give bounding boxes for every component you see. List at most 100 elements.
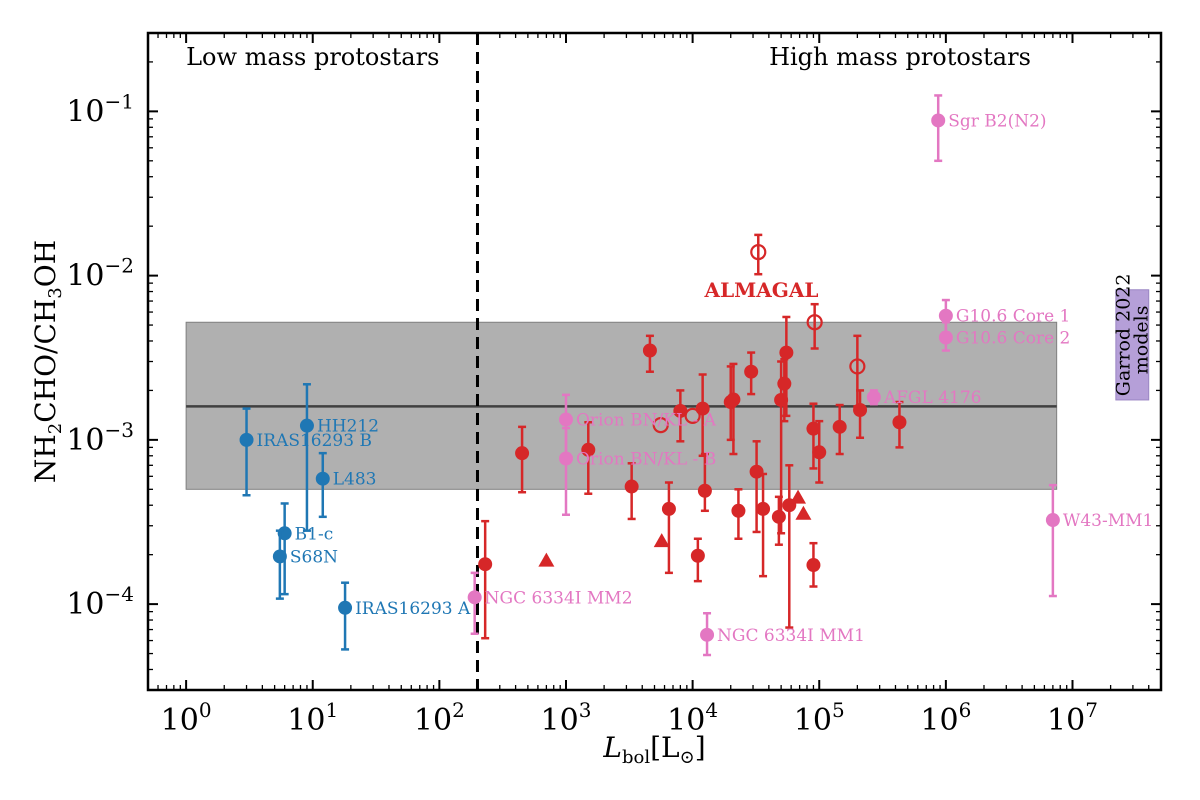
almagal-point xyxy=(726,392,741,407)
data-series xyxy=(239,94,1060,657)
x-tick-base: 10 xyxy=(1047,703,1085,738)
y-tick-base: 10 xyxy=(66,587,104,622)
band-layer xyxy=(185,321,1058,490)
s68n-label: S68N xyxy=(290,547,338,567)
x-tick-base: 10 xyxy=(414,703,452,738)
x-tick-label: 104 xyxy=(667,698,718,738)
almagal-point xyxy=(731,503,746,518)
ngc-6334i-mm2-point xyxy=(467,590,482,605)
y-tick-label: 10−1 xyxy=(66,89,134,129)
y-tick-label: 10−3 xyxy=(66,418,134,458)
ngc-6334i-mm2-label: NGC 6334I MM2 xyxy=(485,588,633,608)
y-tick-exponent: −2 xyxy=(105,254,134,278)
almagal-point xyxy=(673,403,688,418)
x-tick-base: 10 xyxy=(667,703,705,738)
almagal-point xyxy=(771,509,786,524)
x-tick-exponent: 3 xyxy=(579,698,592,722)
iras16293-b-label: IRAS16293 B xyxy=(257,431,372,451)
garrod-label-line2: models xyxy=(1130,306,1152,375)
ngc-6334i-mm1-label: NGC 6334I MM1 xyxy=(717,626,865,646)
almagal-point xyxy=(777,376,792,391)
y-tick-base: 10 xyxy=(66,94,104,129)
almagal-point xyxy=(832,419,847,434)
orion-bn-kl-b-point xyxy=(558,451,573,466)
almagal-point xyxy=(690,548,705,563)
almagal-open-point xyxy=(652,417,669,434)
w43-mm1-point xyxy=(1045,513,1060,528)
x-tick-base: 10 xyxy=(794,703,832,738)
x-tick-exponent: 4 xyxy=(705,698,718,722)
x-tick-exponent: 0 xyxy=(199,698,212,722)
g10-6-core-2-label: G10.6 Core 2 xyxy=(956,328,1070,348)
y-axis-label: NH2CHO/CH3OH xyxy=(29,240,66,483)
almagal-point xyxy=(806,558,821,573)
garrod-models-rect xyxy=(1115,289,1150,401)
almagal-point xyxy=(756,501,771,516)
y-tick-exponent: −3 xyxy=(105,418,134,442)
almagal-point xyxy=(697,483,712,498)
almagal-open-point xyxy=(684,407,701,424)
x-tick-exponent: 5 xyxy=(832,698,845,722)
almagal-point xyxy=(478,557,493,572)
y-tick-exponent: −1 xyxy=(105,89,134,113)
almagal-point xyxy=(812,445,827,460)
x-tick-label: 102 xyxy=(414,698,465,738)
almagal-point xyxy=(581,442,596,457)
x-tick-exponent: 7 xyxy=(1085,698,1098,722)
iras16293-a-point xyxy=(338,600,353,615)
high-mass-region-label: High mass protostars xyxy=(769,43,1031,71)
g10-6-core-1-label: G10.6 Core 1 xyxy=(956,307,1070,327)
orion-bn-kl-a-point xyxy=(558,412,573,427)
almagal-open-point xyxy=(806,314,823,331)
orion-bn-kl-a-label: Orion BN/KL - A xyxy=(576,411,717,431)
s68n-point xyxy=(272,549,287,564)
iras16293-b-point xyxy=(239,432,254,447)
x-tick-base: 10 xyxy=(161,703,199,738)
garrod-models-box: Garrod 2022 models xyxy=(1112,274,1152,401)
almagal-open-point xyxy=(750,244,767,261)
x-tick-label: 103 xyxy=(541,698,592,738)
y-tick-base: 10 xyxy=(66,259,104,294)
almagal-point xyxy=(661,501,676,516)
garrod-label-line1: Garrod 2022 xyxy=(1112,274,1134,397)
almagal-point xyxy=(749,464,764,479)
l483-label: L483 xyxy=(333,470,377,490)
iras16293-a-label: IRAS16293 A xyxy=(355,599,471,619)
sgr-b2-n2-point xyxy=(931,113,946,128)
hh212-point xyxy=(299,418,314,433)
x-tick-label: 106 xyxy=(920,698,971,738)
x-tick-exponent: 2 xyxy=(452,698,465,722)
x-axis-label: Lbol[L⊙] xyxy=(602,731,705,768)
almagal-series-label: ALMAGAL xyxy=(704,278,819,302)
y-tick-exponent: −4 xyxy=(105,582,134,606)
x-tick-exponent: 6 xyxy=(959,698,972,722)
y-tick-base: 10 xyxy=(66,423,104,458)
orion-bn-kl-b-label: Orion BN/KL - B xyxy=(576,450,716,470)
x-tick-base: 10 xyxy=(287,703,325,738)
afgl-4176-label: AFGL 4176 xyxy=(883,388,982,408)
x-tick-exponent: 1 xyxy=(325,698,338,722)
g10-6-core-2-point xyxy=(938,330,953,345)
almagal-point xyxy=(515,446,530,461)
almagal-point xyxy=(779,345,794,360)
w43-mm1-label: W43-MM1 xyxy=(1063,511,1153,531)
b1-c-label: B1-c xyxy=(295,524,334,544)
x-tick-label: 101 xyxy=(287,698,338,738)
almagal-open-point xyxy=(849,358,866,375)
y-tick-label: 10−4 xyxy=(66,582,134,622)
almagal-point xyxy=(806,421,821,436)
almagal-upper-limit-marker xyxy=(790,489,807,504)
x-tick-label: 100 xyxy=(161,698,212,738)
afgl-4176-point xyxy=(866,390,881,405)
x-tick-base: 10 xyxy=(920,703,958,738)
almagal-upper-limit-marker xyxy=(653,533,670,548)
almagal-upper-limit-marker xyxy=(538,552,555,567)
y-tick-label: 10−2 xyxy=(66,254,134,294)
x-tick-label: 107 xyxy=(1047,698,1098,738)
almagal-point xyxy=(744,364,759,379)
hh212-label: HH212 xyxy=(317,417,379,437)
x-tick-base: 10 xyxy=(541,703,579,738)
